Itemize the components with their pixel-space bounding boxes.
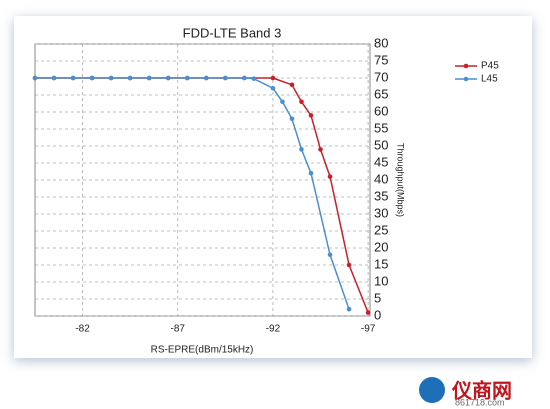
watermark-logo	[419, 377, 445, 403]
point	[365, 310, 371, 315]
watermark-name: 仪商网	[451, 378, 512, 402]
y-tick-label: 70	[374, 69, 388, 84]
y-tick-label: 30	[374, 205, 388, 220]
point	[108, 75, 114, 81]
series-line	[35, 77, 350, 310]
y-tick-label: 80	[374, 35, 388, 50]
y-tick-label: 55	[374, 120, 388, 135]
y-tick-label: 60	[374, 103, 388, 118]
point	[127, 75, 133, 81]
watermark-url: 861718.com	[455, 397, 505, 407]
y-tick-label: 50	[374, 137, 388, 152]
point	[32, 75, 38, 81]
x-axis-label: RS-EPRE(dBm/15kHz)	[151, 345, 254, 356]
y-tick-label: 20	[374, 239, 388, 254]
legend-marker	[463, 76, 469, 82]
point	[184, 75, 190, 81]
point	[289, 116, 295, 122]
point	[299, 147, 304, 152]
legend-label: P45	[481, 61, 499, 72]
point	[270, 85, 276, 91]
point	[165, 75, 171, 81]
y-tick-label: 5	[374, 290, 381, 305]
legend-label: L45	[481, 74, 498, 85]
x-tick-label: -92	[266, 324, 281, 335]
point	[146, 75, 152, 81]
y-tick-label: 0	[374, 307, 381, 322]
point	[318, 147, 323, 152]
y-tick-label: 25	[374, 222, 388, 237]
point	[51, 75, 57, 81]
y-tick-label: 75	[374, 52, 388, 67]
point	[223, 75, 228, 81]
point	[280, 99, 285, 105]
point	[299, 99, 304, 105]
y-tick-label: 15	[374, 256, 388, 271]
x-tick-label: -97	[361, 324, 376, 335]
y-tick-label: 65	[374, 86, 388, 101]
point	[70, 75, 76, 81]
y-tick-label: 35	[374, 188, 388, 203]
x-tick-label: -87	[171, 324, 186, 335]
point	[327, 174, 333, 179]
x-tick-label: -82	[75, 324, 90, 335]
legend-marker	[463, 63, 469, 69]
point	[327, 252, 333, 258]
y-tick-label: 45	[374, 154, 388, 169]
point	[242, 75, 247, 81]
chart-title: FDD-LTE Band 3	[183, 25, 282, 40]
point	[308, 113, 314, 118]
point	[89, 75, 95, 81]
point	[289, 82, 295, 88]
y-axis-label: Throughput(Mbps)	[396, 143, 406, 217]
point	[270, 75, 276, 81]
point	[204, 75, 209, 81]
y-tick-label: 40	[374, 171, 388, 186]
y-tick-label: 10	[374, 273, 388, 288]
point	[346, 262, 352, 268]
point	[308, 170, 314, 176]
point	[251, 76, 257, 81]
point	[346, 306, 352, 312]
